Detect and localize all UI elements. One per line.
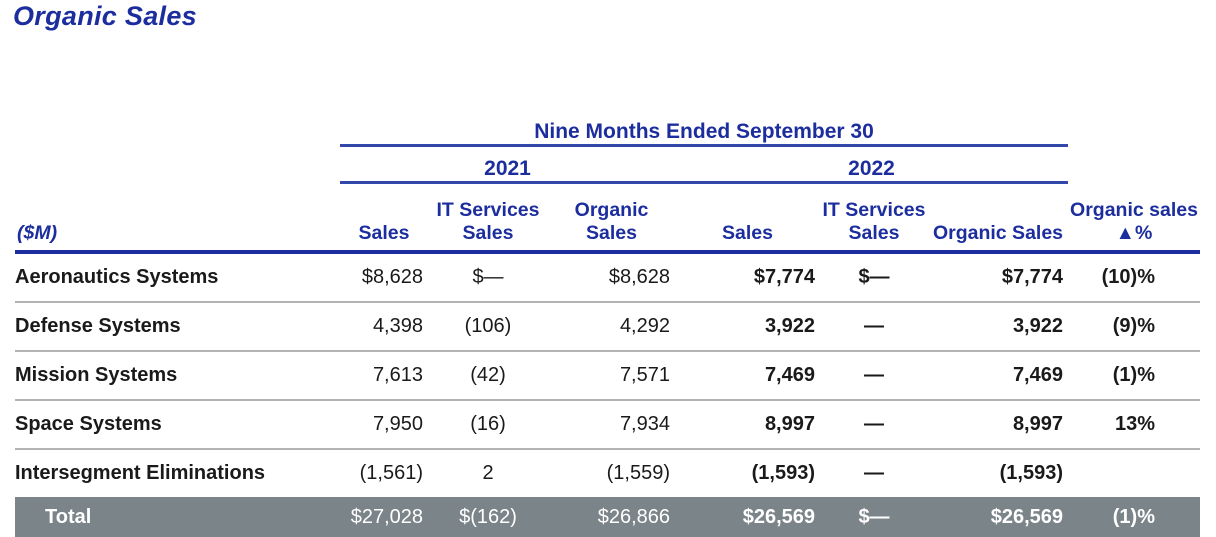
page-title: Organic Sales — [13, 1, 197, 31]
table-row-defense: Defense Systems 4,398 (106) 4,292 3,922 … — [15, 302, 1200, 352]
total-sales-2022: $26,569 — [675, 497, 820, 537]
cell-it-services-2021: (42) — [428, 351, 548, 401]
total-organic-2021: $26,866 — [548, 497, 675, 537]
col-header-sales-2021: Sales — [340, 182, 428, 254]
cell-sales-2022: 8,997 — [675, 400, 820, 450]
cell-sales-2022: $7,774 — [675, 252, 820, 303]
cell-organic-2022: 3,922 — [928, 302, 1068, 352]
col-header-sales-2022: Sales — [675, 182, 820, 254]
cell-organic-change: (1)% — [1068, 351, 1200, 401]
segment-name: Mission Systems — [15, 351, 340, 401]
cell-sales-2021: 7,950 — [340, 400, 428, 450]
cell-organic-2022: (1,593) — [999, 462, 1063, 484]
table-row-mission: Mission Systems 7,613 (42) 7,571 7,469 —… — [15, 351, 1200, 401]
unit-label: ($M) — [15, 182, 340, 254]
cell-organic-2021: (1,559) — [606, 462, 670, 484]
segment-name: Intersegment Eliminations — [15, 462, 266, 484]
total-it-services-2021: $(162) — [428, 497, 548, 537]
segment-name: Space Systems — [15, 400, 340, 450]
cell-it-services-2022: — — [864, 462, 884, 484]
group-header: Nine Months Ended September 30 — [340, 98, 1068, 147]
cell-sales-2022: 7,469 — [675, 351, 820, 401]
total-sales-2021: $27,028 — [340, 497, 428, 537]
segment-name: Defense Systems — [15, 302, 340, 352]
total-it-services-2022: $— — [820, 497, 928, 537]
table-row-aeronautics: Aeronautics Systems $8,628 $— $8,628 $7,… — [15, 252, 1200, 303]
total-row: Total $27,028 $(162) $26,866 $26,569 $— … — [15, 497, 1200, 537]
cell-it-services-2022: — — [820, 351, 928, 401]
cell-it-services-2021: $— — [428, 252, 548, 303]
cell-organic-change: (9)% — [1068, 302, 1200, 352]
cell-organic-2021: 7,571 — [548, 351, 675, 401]
cell-organic-2021: $8,628 — [548, 252, 675, 303]
table-row-intersegment: Intersegment Eliminations (1,561) 2 (1,5… — [15, 449, 1200, 497]
cell-organic-change: (10)% — [1068, 252, 1200, 303]
organic-sales-table: Nine Months Ended September 30 2021 2022… — [15, 98, 1200, 537]
cell-sales-2021: 4,398 — [340, 302, 428, 352]
cell-organic-change — [1068, 449, 1200, 497]
cell-sales-2021: $8,628 — [340, 252, 428, 303]
cell-organic-2022: 7,469 — [928, 351, 1068, 401]
cell-it-services-2022: — — [820, 400, 928, 450]
col-header-it-services-2022: IT Services Sales — [820, 182, 928, 254]
cell-it-services-2022: $— — [820, 252, 928, 303]
cell-organic-2022: $7,774 — [928, 252, 1068, 303]
year-2021-label: 2021 — [340, 145, 675, 184]
cell-sales-2022: 3,922 — [675, 302, 820, 352]
spacer-cell — [1068, 98, 1200, 146]
col-header-organic-2022: Organic Sales — [928, 182, 1068, 254]
cell-it-services-2021: (16) — [428, 400, 548, 450]
col-header-it-services-2021: IT Services Sales — [428, 182, 548, 254]
total-organic-change: (1)% — [1068, 497, 1200, 537]
cell-organic-change: 13% — [1068, 400, 1200, 450]
segment-name: Aeronautics Systems — [15, 252, 340, 303]
spacer-cell — [1068, 146, 1200, 183]
cell-organic-2022: 8,997 — [928, 400, 1068, 450]
cell-sales-2021: (1,561) — [359, 462, 423, 484]
cell-it-services-2021: (106) — [428, 302, 548, 352]
group-header-row: Nine Months Ended September 30 — [15, 98, 1200, 147]
year-2022-label: 2022 — [675, 145, 1068, 184]
total-label: Total — [15, 497, 340, 537]
col-header-organic-change: Organic sales ▲% — [1068, 182, 1200, 254]
year-header-row: 2021 2022 — [15, 145, 1200, 184]
cell-sales-2022: (1,593) — [751, 462, 815, 484]
spacer-cell — [15, 146, 340, 183]
spacer-cell — [15, 98, 340, 146]
total-organic-2022: $26,569 — [928, 497, 1068, 537]
col-header-organic-2021: Organic Sales — [548, 182, 675, 254]
cell-organic-2021: 7,934 — [548, 400, 675, 450]
table-row-space: Space Systems 7,950 (16) 7,934 8,997 — 8… — [15, 400, 1200, 450]
column-header-row: ($M) Sales IT Services Sales Organic Sal… — [15, 182, 1200, 254]
cell-organic-2021: 4,292 — [548, 302, 675, 352]
cell-sales-2021: 7,613 — [340, 351, 428, 401]
cell-it-services-2021: 2 — [482, 462, 494, 484]
cell-it-services-2022: — — [820, 302, 928, 352]
